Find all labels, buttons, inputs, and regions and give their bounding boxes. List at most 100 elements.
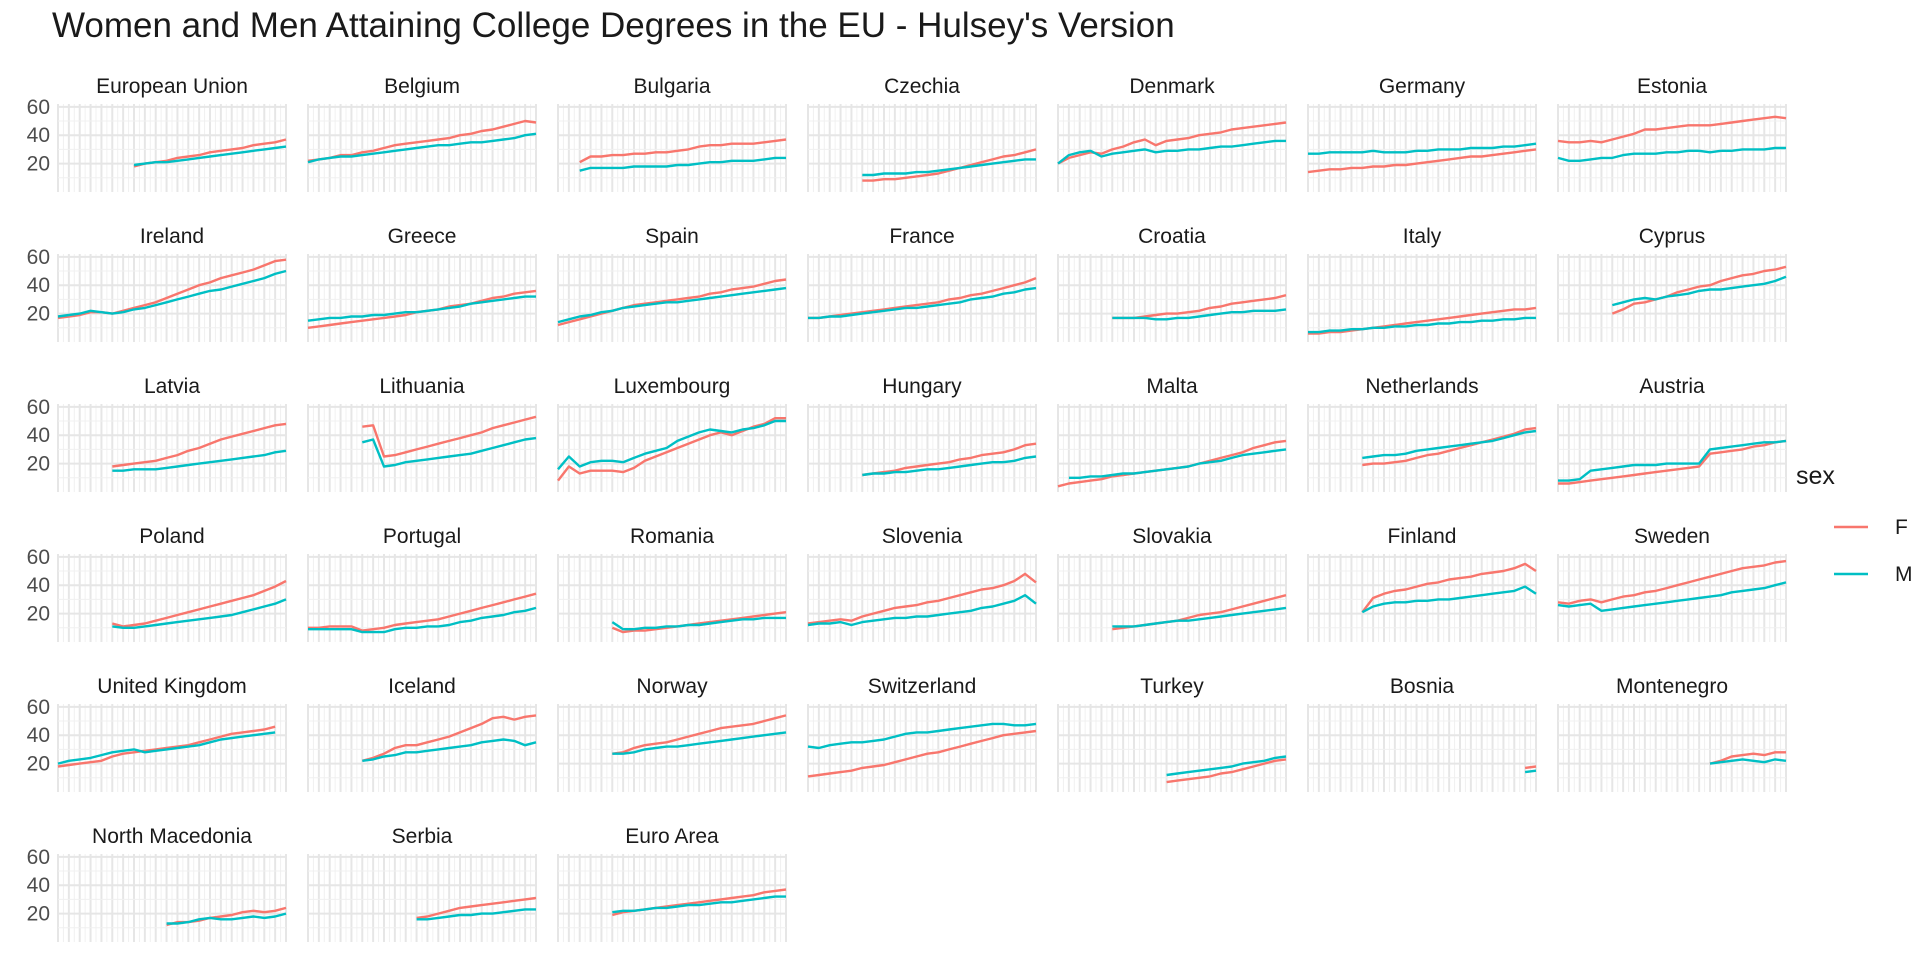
series-line-f (57, 725, 276, 768)
panel-title: Denmark (1129, 75, 1215, 98)
panel-title: United Kingdom (97, 675, 246, 698)
panel-switzerland: Switzerland (807, 675, 1037, 792)
panel-title: Lithuania (379, 375, 465, 398)
legend-label: F (1895, 516, 1908, 539)
y-tick-label: 40 (27, 274, 50, 297)
panel-european-union: European Union 20 40 60 (27, 75, 287, 192)
panel-title: Spain (645, 225, 699, 248)
panel-title: Greece (388, 225, 457, 248)
panel-title: Norway (636, 675, 708, 698)
panel-france: France (807, 225, 1037, 342)
series-line-f (611, 611, 787, 634)
panel-montenegro: Montenegro (1557, 675, 1787, 792)
y-tick-label: 60 (27, 696, 50, 719)
panel-spain: Spain (557, 225, 787, 342)
series-line-m (579, 156, 786, 172)
y-tick-label: 20 (27, 753, 50, 776)
series-line-f (807, 729, 1037, 778)
y-tick-label: 40 (27, 574, 50, 597)
series-line-f (862, 148, 1037, 182)
panel-czechia: Czechia (807, 75, 1037, 192)
series-line-f (111, 579, 287, 628)
series-line-m (1709, 758, 1787, 765)
series-line-m (1611, 275, 1787, 307)
panel-greece: Greece (307, 225, 537, 342)
panel-title: Hungary (882, 375, 962, 398)
panel-turkey: Turkey (1057, 675, 1287, 792)
series-line-f (361, 714, 537, 762)
series-line-m (416, 908, 536, 921)
series-line-m (612, 895, 786, 914)
series-line-m (1308, 142, 1537, 155)
panel-title: Germany (1379, 75, 1466, 98)
series-line-m (862, 158, 1036, 177)
series-line-f (862, 442, 1037, 477)
series-line-m (1308, 316, 1536, 334)
panel-title: European Union (96, 75, 248, 98)
panel-title: Montenegro (1616, 675, 1728, 698)
series-line-m (1112, 308, 1287, 321)
y-tick-label: 40 (27, 424, 50, 447)
series-line-m (166, 912, 287, 925)
panel-slovakia: Slovakia (1057, 525, 1287, 642)
panel-italy: Italy (1307, 225, 1537, 342)
panel-germany: Germany (1307, 75, 1537, 192)
y-tick-label: 40 (27, 874, 50, 897)
series-line-m (57, 269, 287, 318)
series-line-m (307, 295, 536, 322)
y-tick-label: 20 (27, 303, 50, 326)
panel-netherlands: Netherlands (1307, 375, 1537, 492)
series-line-m (57, 731, 276, 765)
y-tick-label: 40 (27, 124, 50, 147)
y-tick-label: 60 (27, 846, 50, 869)
y-tick-label: 60 (27, 396, 50, 419)
panel-croatia: Croatia (1057, 225, 1287, 342)
panel-belgium: Belgium (307, 75, 537, 192)
panel-title: Bulgaria (633, 75, 710, 98)
series-line-m (308, 606, 537, 634)
y-tick-label: 20 (27, 603, 50, 626)
panel-united-kingdom: United Kingdom 20 40 60 (27, 675, 287, 792)
panel-title: Italy (1403, 225, 1442, 248)
series-line-m (1362, 429, 1537, 460)
series-line-m (557, 286, 787, 324)
legend-title: sex (1796, 462, 1835, 490)
panel-slovenia: Slovenia (807, 525, 1037, 642)
series-line-f (1308, 306, 1537, 335)
panel-title: Ireland (140, 225, 204, 248)
series-line-m (557, 419, 786, 471)
series-line-f (307, 119, 537, 162)
panel-hungary: Hungary (807, 375, 1037, 492)
series-line-m (361, 436, 537, 468)
series-line-f (1362, 426, 1537, 467)
y-tick-label: 60 (27, 96, 50, 119)
panel-finland: Finland (1307, 525, 1537, 642)
panel-title: Malta (1146, 375, 1198, 398)
panel-title: Poland (139, 525, 204, 548)
panel-austria: Austria (1557, 375, 1787, 492)
panel-portugal: Portugal (307, 525, 537, 642)
series-line-f (612, 714, 787, 755)
panel-title: Czechia (884, 75, 960, 98)
series-line-f (579, 138, 787, 164)
panel-denmark: Denmark (1057, 75, 1287, 192)
panel-title: Turkey (1140, 675, 1204, 698)
panel-lithuania: Lithuania (307, 375, 537, 492)
panel-title: Austria (1639, 375, 1705, 398)
series-line-m (1057, 139, 1286, 165)
panel-romania: Romania (557, 525, 787, 642)
series-line-f (308, 592, 537, 632)
panel-ireland: Ireland 20 40 60 (27, 225, 287, 342)
legend: sex F M (1796, 462, 1913, 586)
series-line-m (807, 722, 1037, 750)
series-line-f (1166, 758, 1287, 784)
series-line-f (1307, 148, 1537, 174)
series-line-f (1361, 562, 1537, 613)
panel-title: Serbia (392, 825, 453, 848)
panel-euro-area: Euro Area (557, 825, 787, 942)
panel-title: Finland (1388, 525, 1457, 548)
series-line-m (1524, 769, 1537, 774)
chart-title: Women and Men Attaining College Degrees … (52, 6, 1175, 45)
panel-title: Netherlands (1365, 375, 1478, 398)
